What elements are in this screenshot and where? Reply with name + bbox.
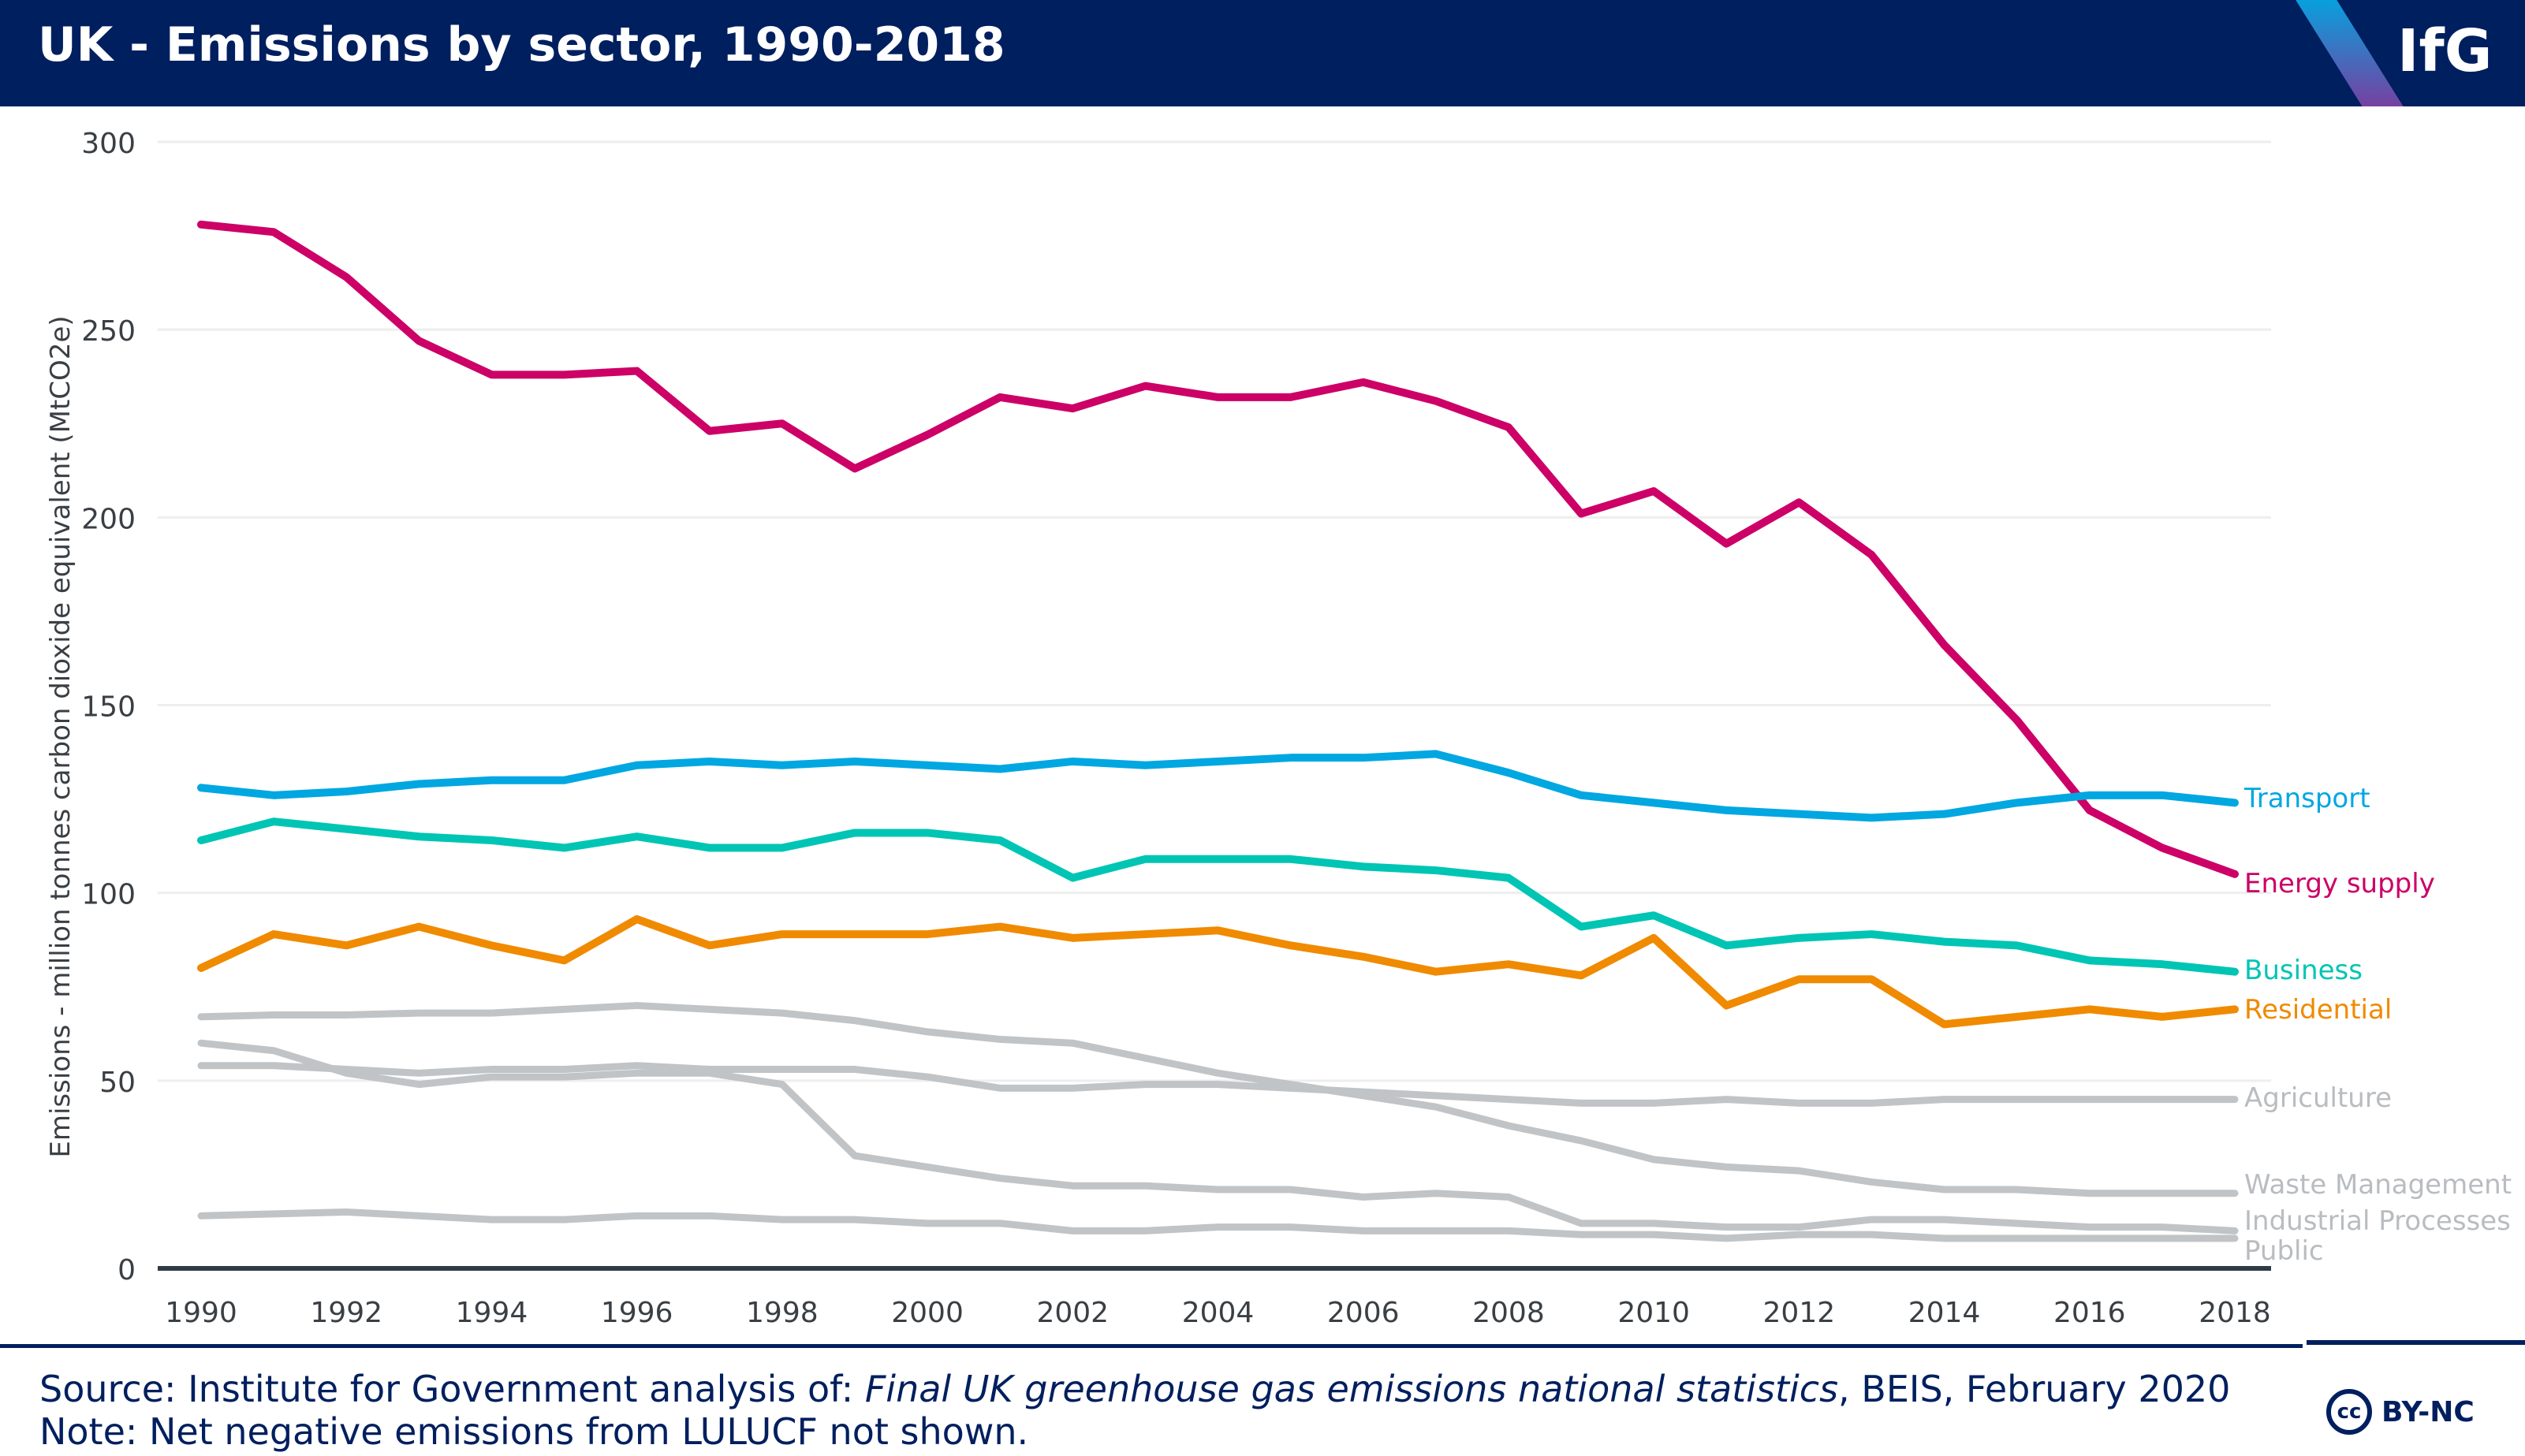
series-label: Business — [2244, 955, 2363, 986]
x-tick-label: 2004 — [1182, 1297, 1255, 1329]
y-tick-label: 200 — [81, 503, 136, 535]
x-tick-label: 2016 — [2053, 1297, 2126, 1329]
license-badge: cc BY-NC — [2326, 1389, 2475, 1435]
series-label: Transport — [2243, 783, 2370, 814]
y-tick-label: 100 — [81, 879, 136, 911]
chart-title: UK - Emissions by sector, 1990-2018 — [38, 17, 1005, 73]
footer-divider-right — [2307, 1340, 2525, 1345]
series-label: Agriculture — [2244, 1082, 2392, 1114]
x-tick-label: 1990 — [165, 1297, 237, 1329]
y-tick-label: 50 — [99, 1067, 136, 1099]
series-label: Waste Management — [2244, 1169, 2512, 1201]
y-tick-label: 150 — [81, 691, 136, 724]
series-line-residential — [197, 915, 2239, 1029]
source-prefix: Source: Institute for Government analysi… — [39, 1368, 865, 1410]
x-tick-label: 2012 — [1763, 1297, 1836, 1329]
x-tick-label: 1996 — [601, 1297, 673, 1329]
y-tick-label: 300 — [81, 128, 136, 160]
footer-divider — [0, 1344, 2303, 1348]
series-line-waste-management — [197, 1002, 2239, 1197]
series-line-public — [197, 1208, 2239, 1242]
source-title: Final UK greenhouse gas emissions nation… — [864, 1368, 1839, 1410]
x-tick-label: 2010 — [1617, 1297, 1690, 1329]
series-label: Public — [2244, 1235, 2324, 1267]
series-line-energy-supply — [197, 220, 2239, 878]
series-line-agriculture — [197, 1062, 2239, 1107]
series-label: Residential — [2244, 994, 2392, 1026]
x-tick-label: 2008 — [1472, 1297, 1545, 1329]
chart-header: UK - Emissions by sector, 1990-2018 IfG — [0, 0, 2525, 106]
x-tick-label: 2014 — [1908, 1297, 1981, 1329]
x-tick-label: 2006 — [1327, 1297, 1400, 1329]
series-label: Industrial Processes — [2244, 1205, 2511, 1237]
series-line-business — [197, 817, 2239, 976]
x-tick-label: 2000 — [891, 1297, 964, 1329]
x-tick-label: 1992 — [310, 1297, 382, 1329]
source-text: Source: Institute for Government analysi… — [39, 1368, 2230, 1410]
ifg-logo: IfG — [2397, 17, 2493, 85]
cc-icon: cc — [2326, 1389, 2372, 1435]
y-axis-label: Emissions - million tonnes carbon dioxid… — [45, 315, 76, 1157]
x-tick-label: 1998 — [746, 1297, 819, 1329]
source-suffix: , BEIS, February 2020 — [1838, 1368, 2231, 1410]
x-tick-label: 1994 — [456, 1297, 528, 1329]
series-line-industrial-processes — [197, 1039, 2239, 1234]
x-tick-label: 2002 — [1036, 1297, 1109, 1329]
x-tick-label: 2018 — [2199, 1297, 2271, 1329]
y-tick-label: 250 — [81, 315, 136, 348]
license-label: BY-NC — [2381, 1395, 2475, 1428]
note-text: Note: Net negative emissions from LULUCF… — [39, 1410, 1029, 1453]
series-line-transport — [197, 750, 2239, 822]
y-tick-label: 0 — [117, 1254, 136, 1287]
series-label: Energy supply — [2244, 868, 2435, 899]
